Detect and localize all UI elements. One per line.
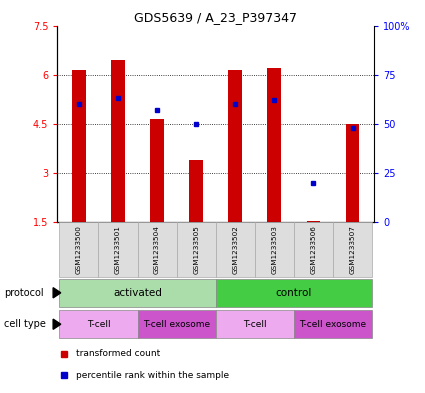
Text: protocol: protocol [4, 288, 44, 298]
Bar [60, 222, 99, 277]
Text: GSM1233504: GSM1233504 [154, 225, 160, 274]
Bar [267, 68, 281, 222]
Text: T-cell exosome: T-cell exosome [143, 320, 210, 329]
Bar [111, 60, 125, 222]
Text: GSM1233501: GSM1233501 [115, 225, 121, 274]
Text: control: control [276, 288, 312, 298]
Bar [138, 310, 215, 338]
Text: T-cell: T-cell [87, 320, 110, 329]
Bar [306, 221, 320, 222]
Bar [294, 222, 333, 277]
Text: T-cell: T-cell [243, 320, 266, 329]
Text: GSM1233506: GSM1233506 [310, 225, 316, 274]
Bar [215, 310, 294, 338]
Bar [177, 222, 215, 277]
Bar [150, 119, 164, 222]
Bar [294, 310, 372, 338]
Bar [72, 70, 86, 222]
Text: GSM1233507: GSM1233507 [349, 225, 355, 274]
Title: GDS5639 / A_23_P397347: GDS5639 / A_23_P397347 [134, 11, 297, 24]
Text: GSM1233500: GSM1233500 [76, 225, 82, 274]
Text: GSM1233503: GSM1233503 [271, 225, 278, 274]
Text: percentile rank within the sample: percentile rank within the sample [76, 371, 230, 380]
Bar [333, 222, 372, 277]
Bar [215, 279, 372, 307]
Bar [215, 222, 255, 277]
Text: T-cell exosome: T-cell exosome [299, 320, 366, 329]
Bar [346, 124, 360, 222]
Text: activated: activated [113, 288, 162, 298]
Bar [255, 222, 294, 277]
Polygon shape [53, 288, 61, 298]
Text: cell type: cell type [4, 319, 46, 329]
Bar [138, 222, 177, 277]
Bar [189, 160, 203, 222]
Text: GSM1233505: GSM1233505 [193, 225, 199, 274]
Text: GSM1233502: GSM1233502 [232, 225, 238, 274]
Bar [228, 70, 242, 222]
Polygon shape [53, 319, 61, 329]
Bar [60, 310, 138, 338]
Text: transformed count: transformed count [76, 349, 161, 358]
Bar [60, 279, 215, 307]
Bar [99, 222, 138, 277]
